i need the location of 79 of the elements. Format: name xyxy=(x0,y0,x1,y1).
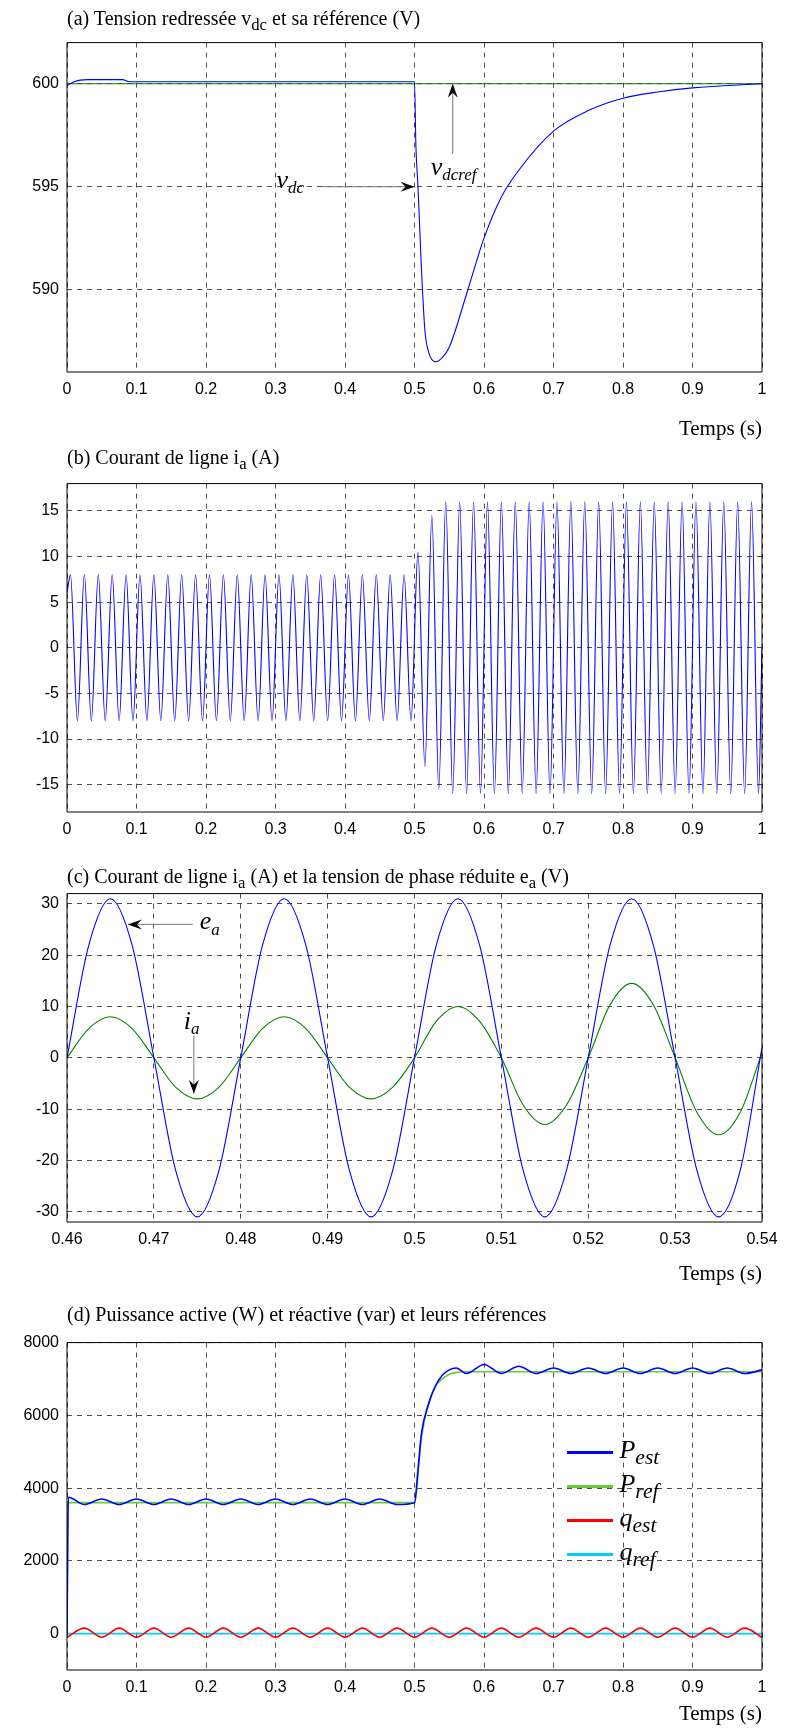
line-series xyxy=(67,982,762,1136)
y-tick-label: 0 xyxy=(50,638,60,656)
x-tick-label: 0.5 xyxy=(403,1678,426,1696)
x-tick-label: 0.2 xyxy=(194,1678,218,1696)
x-tick-label: 0.4 xyxy=(333,380,357,398)
y-tick-label: 600 xyxy=(32,74,60,92)
x-tick-label: 0.47 xyxy=(138,1230,170,1248)
x-tick-label: 0.9 xyxy=(681,820,704,838)
x-tick-label: 0.8 xyxy=(611,820,635,838)
y-tick-label: -5 xyxy=(44,683,60,701)
y-tick-label: 6000 xyxy=(23,1405,60,1423)
x-tick-label: 1 xyxy=(757,1678,767,1696)
x-tick-label: 0.7 xyxy=(542,380,565,398)
x-tick-label: 1 xyxy=(757,820,767,838)
x-tick-label: 0.46 xyxy=(51,1230,83,1248)
x-tick-label: 0.51 xyxy=(485,1230,518,1248)
x-tick-label: 0.53 xyxy=(659,1230,691,1248)
chart-title: (b) Courant de ligne i$_{a}$ (A) xyxy=(67,445,280,475)
x-tick-label: 0.1 xyxy=(125,1678,148,1696)
x-tick-label: 0.6 xyxy=(472,1678,496,1696)
x-tick-label: 0.1 xyxy=(125,380,148,398)
y-tick-label: 5 xyxy=(50,592,60,610)
y-tick-label: 4000 xyxy=(23,1478,60,1496)
x-tick-label: 0.48 xyxy=(225,1230,257,1248)
x-tick-label: 0.54 xyxy=(746,1230,778,1248)
legend-label: P$_{ref}$ xyxy=(619,1468,659,1505)
y-tick-label: 30 xyxy=(41,894,60,912)
y-tick-label: 0 xyxy=(50,1048,60,1066)
y-tick-label: -20 xyxy=(35,1150,60,1168)
chart-title: (c) Courant de ligne i$_{a}$ (A) et la tension de phase réduite e$_{a}$ (V) xyxy=(67,864,569,894)
chart-title: (a) Tension redressée v$_{dc}$ et sa référence (V) xyxy=(67,6,421,36)
x-tick-label: 0.2 xyxy=(194,380,218,398)
x-axis-title: Temps (s) xyxy=(678,415,762,441)
x-tick-label: 0.49 xyxy=(312,1230,344,1248)
y-tick-label: -10 xyxy=(35,729,60,747)
x-tick-label: 0.9 xyxy=(681,380,704,398)
y-tick-label: -30 xyxy=(35,1202,60,1220)
y-tick-label: 10 xyxy=(41,546,60,564)
y-tick-label: 15 xyxy=(41,501,60,519)
x-tick-label: 1 xyxy=(757,380,767,398)
x-tick-label: 0.7 xyxy=(542,820,565,838)
x-tick-label: 0.2 xyxy=(194,820,218,838)
x-tick-label: 0.8 xyxy=(611,380,635,398)
x-tick-label: 0.5 xyxy=(403,820,426,838)
x-tick-label: 0.5 xyxy=(403,1230,426,1248)
y-tick-label: 590 xyxy=(32,280,60,298)
x-axis-title: Temps (s) xyxy=(678,1700,762,1726)
x-tick-label: 0 xyxy=(62,820,72,838)
legend-label: q$_{ref}$ xyxy=(619,1536,656,1573)
y-tick-label: 0 xyxy=(50,1624,60,1642)
x-tick-label: 0.9 xyxy=(681,1678,704,1696)
x-tick-label: 0.3 xyxy=(264,820,287,838)
y-tick-label: 2000 xyxy=(23,1551,60,1569)
legend-label: P$_{est}$ xyxy=(619,1434,660,1471)
line-series xyxy=(67,79,762,363)
y-tick-label: -15 xyxy=(35,775,60,793)
legend-label: q$_{est}$ xyxy=(619,1502,657,1539)
y-tick-label: 20 xyxy=(41,945,60,963)
x-tick-label: 0 xyxy=(62,380,72,398)
x-tick-label: 0.4 xyxy=(333,1678,357,1696)
y-tick-label: 8000 xyxy=(23,1333,60,1351)
line-series xyxy=(67,501,762,795)
x-tick-label: 0.6 xyxy=(472,380,496,398)
x-tick-label: 0.3 xyxy=(264,380,287,398)
chart-title: (d) Puissance active (W) et réactive (var) et leurs références xyxy=(67,1302,547,1328)
x-axis-title: Temps (s) xyxy=(678,1260,762,1286)
x-tick-label: 0.1 xyxy=(125,820,148,838)
y-tick-label: 10 xyxy=(41,996,60,1014)
x-tick-label: 0.52 xyxy=(572,1230,604,1248)
y-tick-label: -10 xyxy=(35,1099,60,1117)
x-tick-label: 0.8 xyxy=(611,1678,635,1696)
x-tick-label: 0.4 xyxy=(333,820,357,838)
x-tick-label: 0.5 xyxy=(403,380,426,398)
y-tick-label: 595 xyxy=(32,177,60,195)
x-tick-label: 0 xyxy=(62,1678,72,1696)
line-series xyxy=(67,898,762,1218)
x-tick-label: 0.6 xyxy=(472,820,496,838)
x-tick-label: 0.7 xyxy=(542,1678,565,1696)
x-tick-label: 0.3 xyxy=(264,1678,287,1696)
